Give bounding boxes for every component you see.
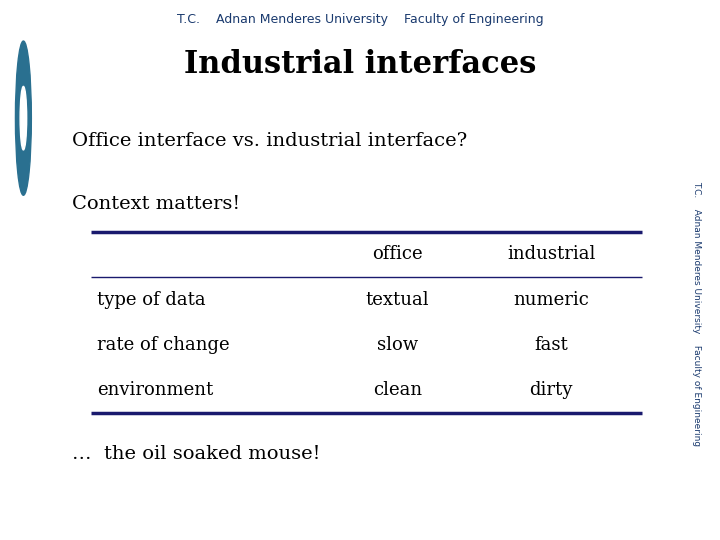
Text: T.C.    Adnan Menderes University    Faculty of Engineering: T.C. Adnan Menderes University Faculty o… [176, 12, 544, 25]
Text: numeric: numeric [513, 291, 589, 308]
Text: clean: clean [373, 381, 422, 399]
Text: environment: environment [97, 381, 213, 399]
Circle shape [20, 86, 27, 150]
Circle shape [15, 41, 32, 195]
Text: T.C.    Adnan Menderes University    Faculty of Engineering: T.C. Adnan Menderes University Faculty o… [692, 181, 701, 446]
Text: Context matters!: Context matters! [72, 195, 240, 213]
Text: office: office [372, 245, 423, 263]
Text: …  the oil soaked mouse!: … the oil soaked mouse! [72, 445, 320, 463]
Text: textual: textual [366, 291, 429, 308]
Text: Office interface vs. industrial interface?: Office interface vs. industrial interfac… [72, 132, 467, 150]
Text: industrial: industrial [507, 245, 595, 263]
Text: dirty: dirty [529, 381, 572, 399]
Text: Industrial interfaces: Industrial interfaces [184, 49, 536, 80]
Text: slow: slow [377, 336, 418, 354]
Text: fast: fast [534, 336, 568, 354]
Text: rate of change: rate of change [97, 336, 230, 354]
Text: type of data: type of data [97, 291, 205, 308]
Circle shape [10, 0, 37, 245]
